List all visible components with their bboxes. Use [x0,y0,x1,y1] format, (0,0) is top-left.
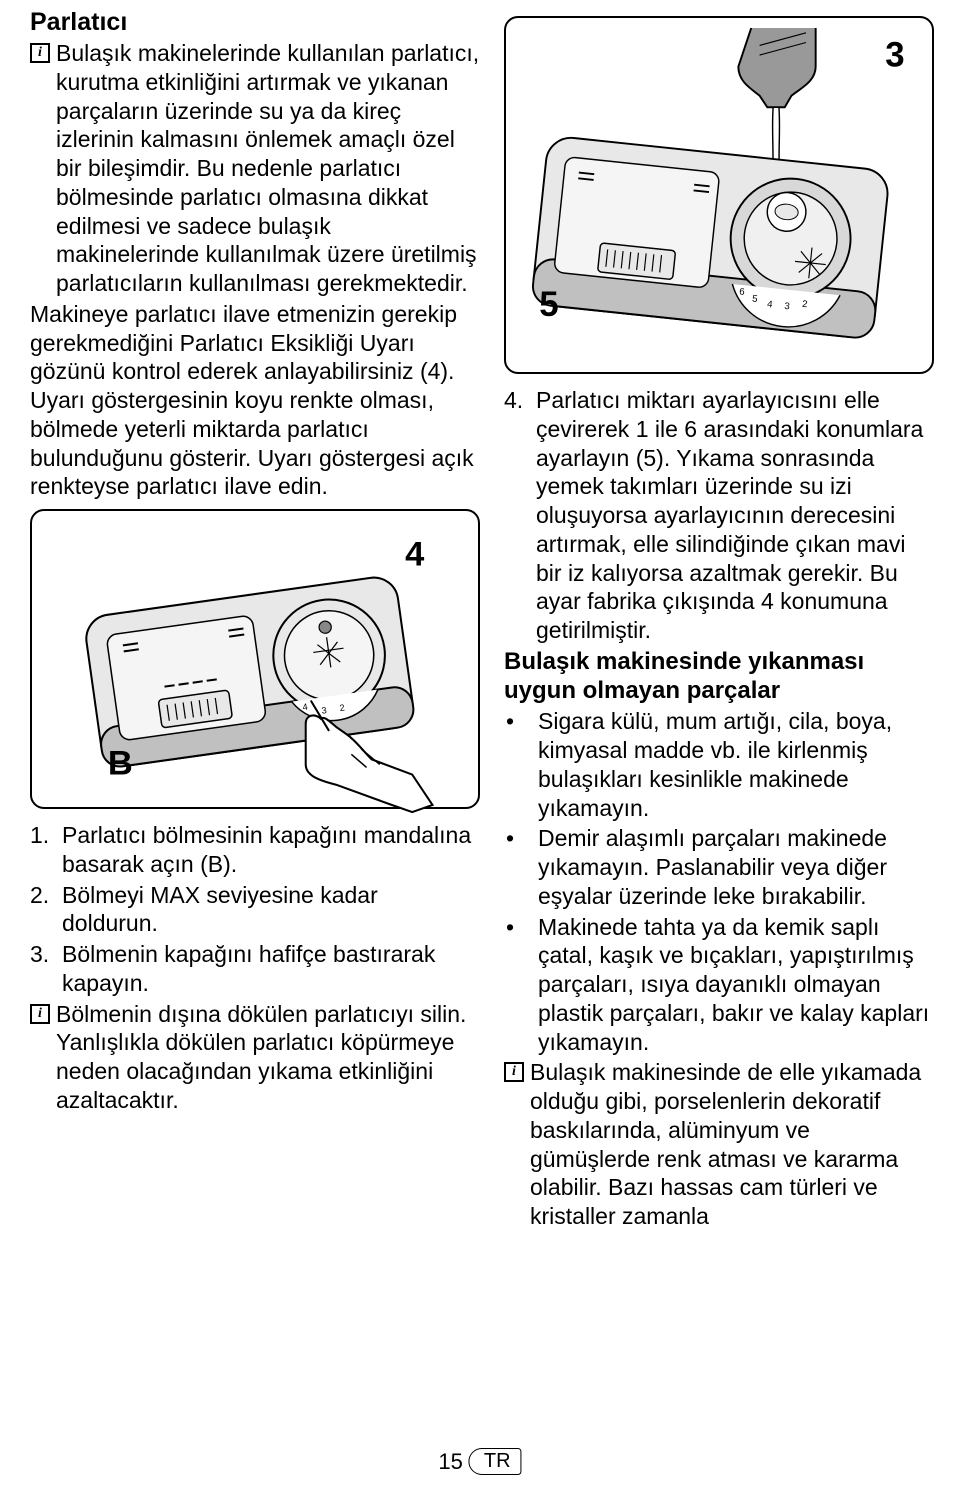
step-list: 1. Parlatıcı bölmesinin kapağını mandalı… [30,821,480,998]
page-number: 15 [438,1449,462,1475]
list-item: • Sigara külü, mum artığı, cila, boya, k… [504,707,934,822]
info-paragraph: i Bulaşık makinelerinde kullanılan parla… [30,39,480,298]
svg-text:5: 5 [539,286,558,324]
list-item: • Demir alaşımlı parçaları makinede yıka… [504,824,934,910]
info-paragraph: i Bölmenin dışına dökülen parlatıcıyı si… [30,1000,480,1115]
bullet-icon: • [506,913,524,1057]
svg-text:B: B [108,745,133,783]
step-number: 3. [30,940,52,998]
svg-text:3: 3 [885,37,904,75]
figure-rinse-aid-pour: 6 5 4 3 2 3 5 [504,16,934,374]
list-item: 4. Parlatıcı miktarı ayarlayıcısını elle… [504,386,934,645]
step-number: 1. [30,821,52,879]
step-text: Bölmeyi MAX seviyesine kadar doldurun. [62,881,480,939]
figure-dispenser-b: 4 3 2 B 4 [30,509,480,809]
section-heading: Parlatıcı [30,8,480,37]
info-icon: i [504,1062,524,1082]
step-number: 2. [30,881,52,939]
bullet-list: • Sigara külü, mum artığı, cila, boya, k… [504,707,934,1056]
step-text: Parlatıcı miktarı ayarlayıcısını elle çe… [536,386,934,645]
language-badge: TR [469,1448,522,1475]
bullet-text: Demir alaşımlı parçaları makinede yıkama… [538,824,934,910]
page-footer: 15 TR [438,1448,521,1475]
svg-text:5: 5 [752,294,758,306]
list-item: 3. Bölmenin kapağını hafifçe bastırarak … [30,940,480,998]
svg-text:2: 2 [802,299,808,311]
step-text: Parlatıcı bölmesinin kapağını mandalına … [62,821,480,879]
info-text: Bulaşık makinesinde de elle yıkamada old… [530,1058,934,1231]
step-text: Bölmenin kapağını hafifçe bastırarak kap… [62,940,480,998]
info-text: Bölmenin dışına dökülen parlatıcıyı sili… [56,1000,480,1115]
info-icon: i [30,1004,50,1024]
step-list-right: 4. Parlatıcı miktarı ayarlayıcısını elle… [504,386,934,645]
info-text: Bulaşık makinelerinde kullanılan parlatı… [56,39,480,298]
list-item: 1. Parlatıcı bölmesinin kapağını mandalı… [30,821,480,879]
figure-dispenser-svg: 4 3 2 B 4 [42,521,468,815]
bullet-text: Sigara külü, mum artığı, cila, boya, kim… [538,707,934,822]
svg-text:3: 3 [784,301,790,313]
info-paragraph: i Bulaşık makinesinde de elle yıkamada o… [504,1058,934,1231]
list-item: • Makinede tahta ya da kemik saplı çatal… [504,913,934,1057]
body-paragraph: Makineye parlatıcı ilave etmenizin gerek… [30,300,480,501]
list-item: 2. Bölmeyi MAX seviyesine kadar doldurun… [30,881,480,939]
info-icon: i [30,43,50,63]
svg-text:6: 6 [739,286,745,298]
svg-text:4: 4 [405,536,424,574]
subsection-heading: Bulaşık makinesinde yıkanması uygun olma… [504,647,934,706]
step-number: 4. [504,386,526,645]
bullet-icon: • [506,824,524,910]
bullet-icon: • [506,707,524,822]
bullet-text: Makinede tahta ya da kemik saplı çatal, … [538,913,934,1057]
figure-pour-svg: 6 5 4 3 2 3 5 [516,28,922,366]
